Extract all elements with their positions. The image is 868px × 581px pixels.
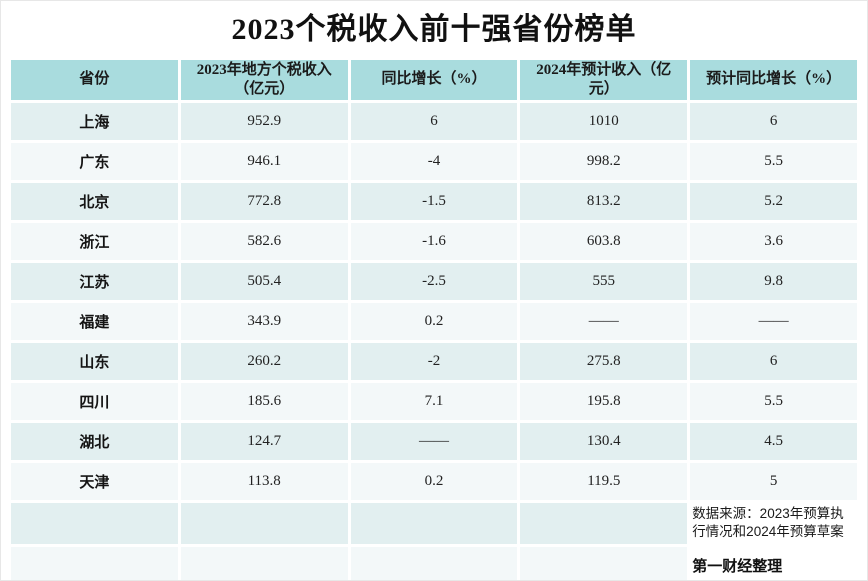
value-cell: 3.6 <box>690 222 857 260</box>
value-cell: 5.5 <box>690 382 857 420</box>
data-source-note: 数据来源：2023年预算执行情况和2024年预算草案 <box>690 502 857 545</box>
value-cell: -4 <box>350 142 518 180</box>
province-cell: 浙江 <box>11 222 178 260</box>
value-cell: 0.2 <box>350 462 518 500</box>
table-row: 浙江 582.6 -1.6 603.8 3.6 <box>11 222 857 260</box>
table-row: 上海 952.9 6 1010 6 <box>11 102 857 140</box>
col-header-yoy-growth: 同比增长（%） <box>350 60 518 100</box>
value-cell: 113.8 <box>180 462 348 500</box>
table-row: 江苏 505.4 -2.5 555 9.8 <box>11 262 857 300</box>
province-cell: 湖北 <box>11 422 178 460</box>
value-cell: 6 <box>690 342 857 380</box>
empty-cell <box>180 502 348 545</box>
value-cell: —— <box>350 422 518 460</box>
province-cell: 上海 <box>11 102 178 140</box>
value-cell: 505.4 <box>180 262 348 300</box>
value-cell: -2.5 <box>350 262 518 300</box>
empty-cell <box>11 502 178 545</box>
value-cell: 343.9 <box>180 302 348 340</box>
value-cell: 6 <box>690 102 857 140</box>
table-row: 湖北 124.7 —— 130.4 4.5 <box>11 422 857 460</box>
value-cell: 119.5 <box>520 462 688 500</box>
page-title: 2023个税收入前十强省份榜单 <box>231 13 637 46</box>
value-cell: 5.2 <box>690 182 857 220</box>
value-cell: 813.2 <box>520 182 688 220</box>
province-cell: 北京 <box>11 182 178 220</box>
value-cell: 275.8 <box>520 342 688 380</box>
value-cell: 6 <box>350 102 518 140</box>
empty-cell <box>520 547 688 580</box>
value-cell: 582.6 <box>180 222 348 260</box>
credit-note: 第一财经整理 <box>690 547 857 580</box>
table-row: 天津 113.8 0.2 119.5 5 <box>11 462 857 500</box>
province-cell: 广东 <box>11 142 178 180</box>
table-row: 四川 185.6 7.1 195.8 5.5 <box>11 382 857 420</box>
footer-row-credit: 第一财经整理 <box>11 547 857 580</box>
value-cell: 9.8 <box>690 262 857 300</box>
value-cell: 7.1 <box>350 382 518 420</box>
province-cell: 四川 <box>11 382 178 420</box>
col-header-province: 省份 <box>11 60 178 100</box>
value-cell: 185.6 <box>180 382 348 420</box>
header-row: 省份 2023年地方个税收入（亿元） 同比增长（%） 2024年预计收入（亿元）… <box>11 60 857 100</box>
empty-cell <box>11 547 178 580</box>
value-cell: 130.4 <box>520 422 688 460</box>
value-cell: —— <box>690 302 857 340</box>
tax-ranking-table: 省份 2023年地方个税收入（亿元） 同比增长（%） 2024年预计收入（亿元）… <box>8 57 860 580</box>
value-cell: 952.9 <box>180 102 348 140</box>
value-cell: -1.6 <box>350 222 518 260</box>
value-cell: 4.5 <box>690 422 857 460</box>
empty-cell <box>520 502 688 545</box>
table-row: 福建 343.9 0.2 —— —— <box>11 302 857 340</box>
table-row: 广东 946.1 -4 998.2 5.5 <box>11 142 857 180</box>
value-cell: 5.5 <box>690 142 857 180</box>
value-cell: 1010 <box>520 102 688 140</box>
value-cell: -1.5 <box>350 182 518 220</box>
empty-cell <box>350 502 518 545</box>
province-cell: 福建 <box>11 302 178 340</box>
value-cell: 0.2 <box>350 302 518 340</box>
value-cell: 603.8 <box>520 222 688 260</box>
value-cell: 946.1 <box>180 142 348 180</box>
table-row: 北京 772.8 -1.5 813.2 5.2 <box>11 182 857 220</box>
value-cell: 998.2 <box>520 142 688 180</box>
province-cell: 山东 <box>11 342 178 380</box>
col-header-expected-yoy-growth: 预计同比增长（%） <box>690 60 857 100</box>
empty-cell <box>180 547 348 580</box>
value-cell: 5 <box>690 462 857 500</box>
empty-cell <box>350 547 518 580</box>
footer-row-source: 数据来源：2023年预算执行情况和2024年预算草案 <box>11 502 857 545</box>
province-cell: 天津 <box>11 462 178 500</box>
col-header-income-2023: 2023年地方个税收入（亿元） <box>180 60 348 100</box>
value-cell: 124.7 <box>180 422 348 460</box>
province-cell: 江苏 <box>11 262 178 300</box>
table-row: 山东 260.2 -2 275.8 6 <box>11 342 857 380</box>
col-header-expected-income-2024: 2024年预计收入（亿元） <box>520 60 688 100</box>
value-cell: 555 <box>520 262 688 300</box>
value-cell: —— <box>520 302 688 340</box>
value-cell: 260.2 <box>180 342 348 380</box>
value-cell: 195.8 <box>520 382 688 420</box>
value-cell: -2 <box>350 342 518 380</box>
value-cell: 772.8 <box>180 182 348 220</box>
